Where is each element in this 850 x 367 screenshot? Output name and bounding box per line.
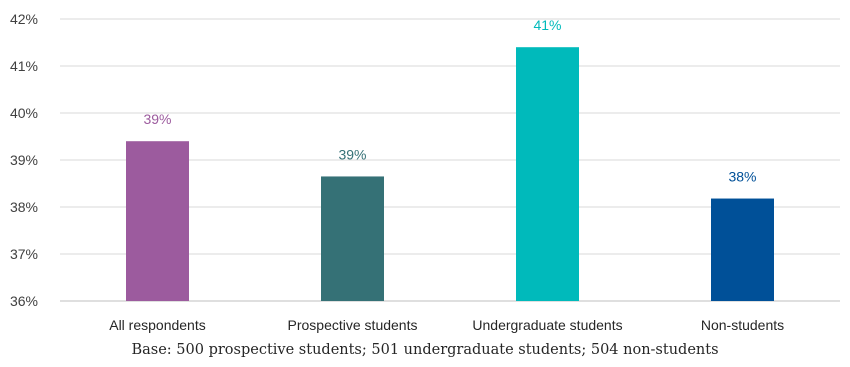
- category-label: Non-students: [701, 317, 784, 333]
- gridlines: [60, 18, 840, 302]
- bar: [711, 198, 774, 301]
- bar: [516, 47, 579, 302]
- data-label: 41%: [533, 17, 561, 33]
- x-axis-categories: All respondents Prospective students Under…: [109, 317, 784, 333]
- y-tick-label: 38%: [10, 199, 38, 215]
- data-labels: 39% 39% 41% 38%: [143, 17, 756, 184]
- data-label: 39%: [338, 146, 366, 162]
- y-tick-label: 37%: [10, 246, 38, 262]
- category-label: All respondents: [109, 317, 206, 333]
- bar: [126, 141, 189, 301]
- y-tick-label: 39%: [10, 152, 38, 168]
- bar-chart: 36% 37% 38% 39% 40% 41% 42% 39% 39% 41% 38% All r…: [10, 11, 840, 333]
- y-axis-ticks: 36% 37% 38% 39% 40% 41% 42%: [10, 11, 38, 309]
- data-label: 39%: [143, 111, 171, 127]
- y-tick-label: 40%: [10, 105, 38, 121]
- bars: [126, 47, 774, 302]
- category-label: Prospective students: [288, 317, 418, 333]
- data-label: 38%: [728, 169, 756, 185]
- base-footnote: Base: 500 prospective students; 501 unde…: [131, 342, 719, 358]
- bar: [321, 176, 384, 301]
- y-tick-label: 42%: [10, 11, 38, 27]
- y-tick-label: 36%: [10, 293, 38, 309]
- y-tick-label: 41%: [10, 58, 38, 74]
- category-label: Undergraduate students: [472, 317, 622, 333]
